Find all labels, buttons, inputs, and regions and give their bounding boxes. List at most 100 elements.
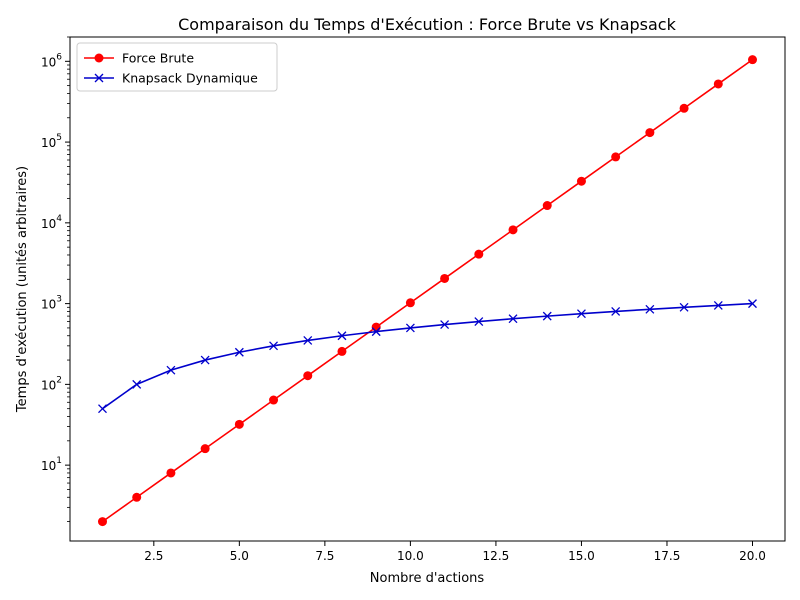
legend-label: Knapsack Dynamique <box>122 71 258 86</box>
series-line <box>102 302 753 410</box>
legend-label: Force Brute <box>122 51 194 66</box>
legend-marker <box>94 73 104 83</box>
data-point <box>474 249 484 259</box>
x-tick-label: 10.0 <box>397 549 424 563</box>
data-point <box>576 176 586 186</box>
data-point-stroke <box>474 317 484 326</box>
data-point-stroke <box>337 331 347 341</box>
data-point <box>713 79 723 89</box>
data-point-stroke <box>234 347 244 357</box>
legend-marker <box>94 53 104 63</box>
data-point <box>132 492 142 502</box>
y-tick-base: 10 <box>41 378 56 392</box>
data-point <box>748 299 757 309</box>
legend-items: Force Brute Knapsack Dynamique <box>84 51 258 86</box>
plot-frame <box>69 36 786 542</box>
y-tick-label: 106 <box>41 52 62 69</box>
data-point <box>679 103 689 113</box>
data-point <box>371 322 381 332</box>
y-tick-label: 105 <box>41 133 62 150</box>
data-point-stroke <box>645 304 655 314</box>
x-tick-label: 17.5 <box>654 549 681 563</box>
y-tick-exponent: 2 <box>56 375 62 385</box>
data-point <box>440 320 450 330</box>
data-point-stroke <box>713 300 723 310</box>
data-point <box>611 306 621 316</box>
data-point <box>98 517 107 527</box>
data-point <box>474 317 484 326</box>
data-point-stroke <box>576 309 586 319</box>
data-point <box>166 468 176 478</box>
data-point <box>200 355 210 365</box>
y-axis-label: Temps d'exécution (unités arbitraires) <box>15 166 30 413</box>
data-point-stroke <box>508 314 518 324</box>
data-point-stroke <box>303 335 313 345</box>
data-point <box>234 419 244 429</box>
data-point <box>542 311 552 321</box>
data-point <box>269 395 279 405</box>
data-point-stroke <box>679 302 689 312</box>
data-point-stroke <box>132 379 142 389</box>
y-tick-label: 102 <box>41 375 62 392</box>
x-tick-label: 15.0 <box>568 549 595 563</box>
y-tick-exponent: 6 <box>56 52 62 62</box>
data-point-stroke <box>440 320 450 330</box>
x-tick-label: 12.5 <box>483 549 510 563</box>
x-tick-label: 5.0 <box>230 549 249 563</box>
data-point <box>337 346 347 356</box>
y-tick-exponent: 4 <box>56 214 62 224</box>
data-point-stroke <box>200 355 210 365</box>
data-point <box>645 128 655 138</box>
data-point-stroke <box>98 404 107 414</box>
y-tick-base: 10 <box>41 298 56 312</box>
data-point <box>440 273 450 283</box>
legend: Force Brute Knapsack Dynamique <box>76 42 278 92</box>
x-tick-label: 20.0 <box>739 549 766 563</box>
x-axis-label: Nombre d'actions <box>370 571 485 586</box>
data-point <box>576 309 586 319</box>
data-point-stroke <box>611 306 621 316</box>
data-point <box>748 55 757 65</box>
chart-title: Comparaison du Temps d'Exécution : Force… <box>178 15 676 34</box>
y-tick-exponent: 1 <box>56 456 62 466</box>
plot-area <box>98 55 757 527</box>
y-tick-exponent: 5 <box>56 133 62 143</box>
data-point <box>508 314 518 324</box>
data-point <box>405 298 415 308</box>
y-tick-exponent: 3 <box>56 295 62 305</box>
x-axis: 2.5 5.0 7.5 10.0 12.5 15.0 17.5 20.0 <box>144 541 766 563</box>
data-point <box>200 444 210 454</box>
data-point <box>234 347 244 357</box>
data-point <box>371 327 381 337</box>
data-point-stroke <box>542 311 552 321</box>
x-tick-label: 2.5 <box>144 549 163 563</box>
data-point <box>405 323 415 333</box>
x-tick-label: 7.5 <box>315 549 334 563</box>
data-point <box>679 302 689 312</box>
data-point <box>645 304 655 314</box>
data-point-stroke <box>748 299 757 309</box>
legend-box <box>76 42 278 92</box>
y-tick-base: 10 <box>41 217 56 231</box>
data-point <box>132 379 142 389</box>
y-tick-label: 101 <box>41 456 62 473</box>
data-point-stroke <box>166 365 176 375</box>
data-point <box>98 404 107 414</box>
data-point <box>303 371 313 381</box>
data-point-stroke <box>371 327 381 337</box>
y-tick-label: 103 <box>41 295 62 312</box>
data-point <box>542 201 552 211</box>
y-tick-label: 104 <box>41 214 62 231</box>
y-tick-base: 10 <box>41 136 56 150</box>
data-point-stroke <box>269 341 279 351</box>
y-tick-base: 10 <box>41 459 56 473</box>
data-point <box>508 225 518 235</box>
series-line <box>102 58 753 523</box>
data-point <box>337 331 347 341</box>
y-tick-base: 10 <box>41 55 56 69</box>
data-point <box>611 152 621 162</box>
data-point <box>166 365 176 375</box>
data-point <box>269 341 279 351</box>
